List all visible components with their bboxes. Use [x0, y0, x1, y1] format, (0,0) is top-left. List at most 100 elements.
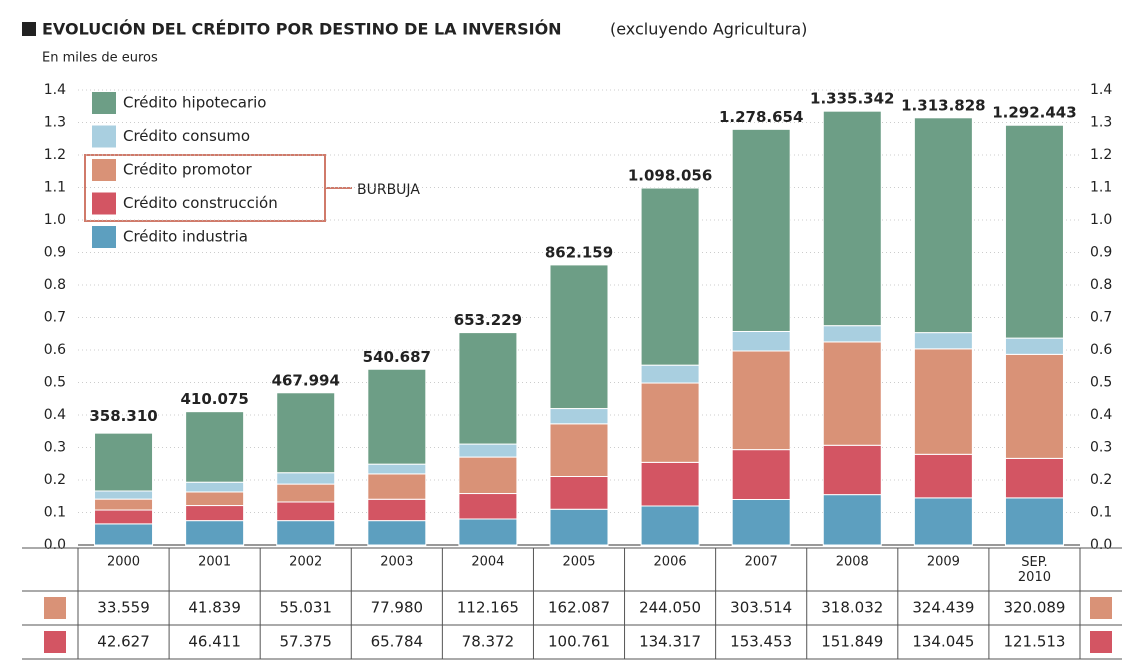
bar-segment	[822, 341, 882, 446]
x-tick-label: 2008	[836, 555, 869, 570]
y2-tick-label: 0.4	[1090, 407, 1112, 423]
bar-segment	[276, 392, 336, 474]
y-tick-label: 1.1	[44, 180, 66, 196]
bar-segment	[94, 523, 154, 546]
legend-label: Crédito hipotecario	[123, 94, 267, 112]
y-tick-label: 0.4	[44, 407, 66, 423]
row-swatch	[1090, 597, 1112, 619]
total-label: 410.075	[180, 390, 248, 408]
y-tick-label: 0.3	[44, 440, 66, 456]
x-tick-label: 2007	[745, 555, 778, 570]
x-tick-label: 2004	[471, 555, 504, 570]
table-cell: 153.453	[730, 633, 792, 651]
legend-label: Crédito promotor	[123, 161, 252, 179]
table-cell: 100.761	[548, 633, 610, 651]
bar-segment	[367, 473, 427, 500]
y-tick-label: 1.0	[44, 212, 66, 228]
bar-segment	[458, 518, 518, 546]
bar-segment	[1004, 337, 1064, 355]
bar-segment	[185, 491, 245, 507]
x-tick-label: 2009	[927, 555, 960, 570]
bar-segment	[549, 408, 609, 425]
bar-segment	[913, 117, 973, 334]
bar-segment	[913, 348, 973, 455]
table-cell: 303.514	[730, 599, 792, 617]
bar-segment	[731, 330, 791, 352]
y2-tick-label: 0.9	[1090, 245, 1112, 261]
table-cell: 318.032	[821, 599, 883, 617]
bar-segment	[276, 501, 336, 522]
x-tick-label: 2002	[289, 555, 322, 570]
bar-segment	[185, 505, 245, 522]
table-cell: 77.980	[371, 599, 424, 617]
y2-tick-label: 1.3	[1090, 115, 1112, 131]
y-tick-label: 0.1	[44, 505, 66, 521]
y2-tick-label: 1.0	[1090, 212, 1112, 228]
total-label: 358.310	[89, 407, 157, 425]
bar-segment	[822, 444, 882, 496]
bar-segment	[276, 520, 336, 546]
table-cell: 112.165	[457, 599, 519, 617]
annotation: BURBUJA	[357, 182, 420, 198]
y2-tick-label: 0.3	[1090, 440, 1112, 456]
bar-segment	[276, 483, 336, 503]
legend-swatch	[92, 125, 116, 148]
bar-segment	[640, 364, 700, 384]
total-label: 862.159	[545, 243, 613, 261]
legend-swatch	[92, 159, 116, 181]
bar-segment	[458, 332, 518, 445]
bar-segment	[640, 382, 700, 463]
bar-segment	[1004, 457, 1064, 499]
table-cell: 41.839	[188, 599, 241, 617]
bar-segment	[731, 449, 791, 501]
y-tick-label: 0.8	[44, 277, 66, 293]
bar-segment	[1004, 124, 1064, 339]
bar-segment	[913, 497, 973, 546]
bar-segment	[367, 498, 427, 522]
total-label: 540.687	[363, 348, 431, 366]
legend-swatch	[92, 226, 116, 248]
total-label: 653.229	[454, 311, 522, 329]
row-swatch	[44, 631, 66, 653]
y-tick-label: 0.9	[44, 245, 66, 261]
table-cell: 134.317	[639, 633, 701, 651]
subtitle: En miles de euros	[42, 51, 158, 66]
bar-segment	[367, 520, 427, 546]
table-cell: 33.559	[97, 599, 150, 617]
y-tick-label: 1.3	[44, 115, 66, 131]
y2-tick-label: 0.6	[1090, 342, 1112, 358]
y2-tick-label: 1.1	[1090, 180, 1112, 196]
title-note: (excluyendo Agricultura)	[610, 20, 807, 39]
bar-segment	[549, 264, 609, 410]
legend-label: Crédito industria	[123, 228, 248, 246]
y-tick-label: 1.2	[44, 147, 66, 163]
bar-segment	[276, 472, 336, 485]
y2-tick-label: 0.2	[1090, 472, 1112, 488]
legend-swatch	[92, 92, 116, 114]
bar-segment	[185, 411, 245, 483]
legend-label: Crédito consumo	[123, 127, 250, 145]
bar-segment	[1004, 497, 1064, 546]
table-cell: 320.089	[1003, 599, 1065, 617]
x-tick-label: 2005	[562, 555, 595, 570]
legend-swatch	[92, 192, 116, 215]
y2-tick-label: 0.8	[1090, 277, 1112, 293]
bar-segment	[458, 443, 518, 458]
bar-segment	[640, 461, 700, 507]
y2-tick-label: 1.4	[1090, 82, 1112, 98]
x-tick-label: 2001	[198, 555, 231, 570]
bar-segment	[94, 509, 154, 525]
bar-segment	[1004, 353, 1064, 459]
total-label: 1.098.056	[628, 167, 712, 185]
total-label: 467.994	[272, 371, 340, 389]
table-cell: 78.372	[462, 633, 515, 651]
bar-segment	[731, 350, 791, 451]
bar-segment	[913, 453, 973, 499]
y2-tick-label: 0.1	[1090, 505, 1112, 521]
total-label: 1.313.828	[901, 97, 985, 115]
bar-segment	[94, 498, 154, 511]
y-tick-label: 0.2	[44, 472, 66, 488]
y2-tick-label: 0.0	[1090, 537, 1112, 553]
bar-segment	[458, 493, 518, 520]
